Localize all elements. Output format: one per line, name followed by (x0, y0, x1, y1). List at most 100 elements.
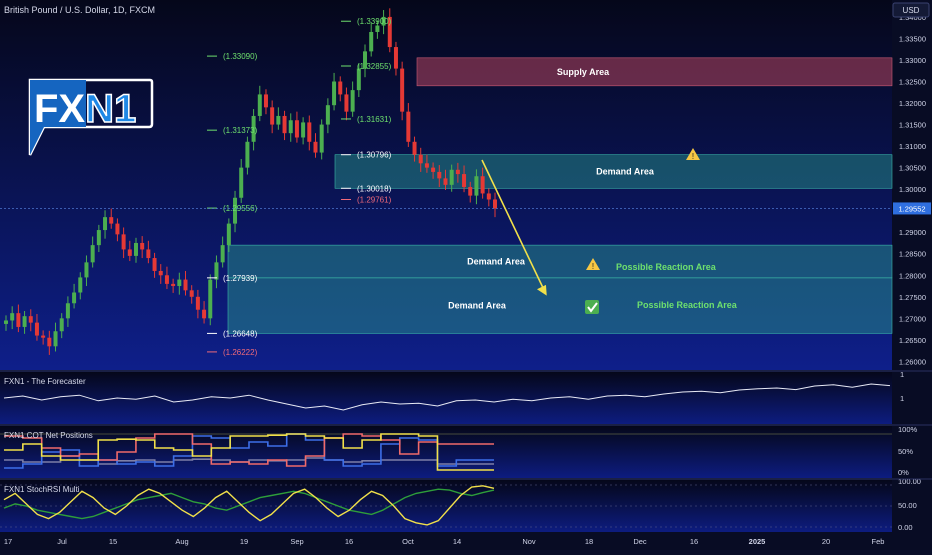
candle-body (319, 124, 324, 153)
price-level-label: (1.29761) (357, 195, 392, 204)
candle-body (338, 81, 343, 95)
candle-body (245, 141, 250, 168)
candle-body (16, 313, 21, 327)
price-tick: 1.30500 (899, 164, 926, 173)
candle-body (301, 122, 306, 138)
candle-body (486, 193, 491, 200)
candle-body (220, 245, 225, 263)
candle-body (208, 279, 213, 319)
candle-body (443, 178, 448, 185)
forecaster-pane-bg (0, 372, 892, 424)
candle-body (288, 120, 293, 134)
price-level-label: (1.31631) (357, 115, 392, 124)
candle-body (449, 169, 454, 185)
candle-body (226, 223, 231, 246)
time-tick: 18 (585, 537, 593, 546)
price-tick: 1.33000 (899, 56, 926, 65)
stoch-tick: 0.00 (898, 523, 913, 532)
price-level-label: (1.31373) (223, 126, 258, 135)
candle-body (474, 176, 479, 196)
candle-body (140, 242, 145, 250)
time-tick: Aug (175, 537, 188, 546)
zone-rect (227, 277, 893, 334)
candle-body (34, 322, 39, 336)
zone-label: Demand Area (467, 256, 526, 266)
price-tick: 1.27500 (899, 293, 926, 302)
candle-body (270, 107, 275, 125)
forecaster-name: FXN1 - The Forecaster (4, 377, 86, 386)
time-tick: 19 (240, 537, 248, 546)
price-tick: 1.26000 (899, 357, 926, 366)
forecaster-tick: 1 (900, 370, 904, 379)
candle-body (406, 111, 411, 142)
time-tick: 14 (453, 537, 461, 546)
stoch-tick: 100.00 (898, 477, 921, 486)
time-tick: 16 (345, 537, 353, 546)
price-tick: 1.32000 (899, 99, 926, 108)
zone-rect (416, 57, 893, 87)
candle-body (65, 303, 70, 319)
price-level-label: (1.26648) (223, 329, 258, 338)
candle-body (239, 167, 244, 198)
candle-body (109, 217, 114, 224)
candle-body (412, 141, 417, 155)
candle-body (202, 309, 207, 319)
forecast-arrow (481, 159, 547, 296)
last-price-badge (893, 202, 931, 215)
time-tick: 20 (822, 537, 830, 546)
candle-body (307, 122, 312, 142)
candle-body (393, 47, 398, 69)
candle-body (78, 277, 83, 293)
warning-icon: ! (586, 258, 600, 271)
currency-label: USD (903, 6, 920, 15)
time-tick: Sep (290, 537, 303, 546)
candle-body (257, 94, 262, 116)
candle-body (369, 31, 374, 52)
price-labels-layer: (1.33900) (1.33090) (1.32855) (1.31631) (1.3… (207, 17, 392, 357)
time-tick: 2025 (749, 537, 766, 546)
price-tick: 1.31000 (899, 142, 926, 151)
warning-icon: ! (686, 148, 700, 161)
currency-button[interactable] (892, 2, 930, 18)
candle-body (189, 290, 194, 297)
price-axis: 1.340001.335001.330001.325001.320001.315… (0, 13, 931, 366)
candle-body (152, 258, 157, 271)
price-tick: 1.30000 (899, 185, 926, 194)
price-tick: 1.33500 (899, 34, 926, 43)
candle-body (233, 197, 238, 224)
candle-body (276, 115, 281, 125)
candle-body (282, 115, 287, 134)
zones-layer: Supply Area Demand Area Demand Area Demand … (227, 57, 893, 334)
price-level-label: (1.33090) (223, 52, 258, 61)
reaction-label: Possible Reaction Area (616, 262, 717, 272)
candle-body (177, 279, 182, 287)
stoch-green-line (3, 488, 495, 520)
zone-rect (334, 154, 893, 189)
cot-name: FXN1 COT Net Positions (4, 431, 93, 440)
candle-body (115, 223, 120, 235)
candles-layer (4, 8, 497, 355)
zone-label: Supply Area (557, 67, 610, 77)
candle-body (356, 68, 361, 91)
zone-label: Demand Area (448, 301, 507, 311)
candle-body (400, 68, 405, 112)
candle-body (381, 16, 386, 26)
candle-body (424, 163, 429, 168)
candle-body (468, 187, 473, 196)
time-tick: Feb (872, 537, 885, 546)
price-tick: 1.32500 (899, 78, 926, 87)
candle-body (313, 141, 318, 153)
price-level-label: (1.30796) (357, 151, 392, 160)
price-level-label: (1.32855) (357, 62, 392, 71)
candle-body (127, 249, 132, 256)
price-axis-bg (892, 0, 932, 550)
candle-body (480, 176, 485, 194)
candle-body (455, 169, 460, 175)
candle-body (437, 171, 442, 179)
candle-body (47, 337, 52, 347)
fxn1-logo: FXN1 (28, 78, 154, 156)
chart-title: British Pound / U.S. Dollar, 1D, FXCM (4, 5, 155, 15)
time-axis: 17 Jul 15 Aug 19 Sep 16 Oct 14 Nov 18 Dec 16 2025 20 Fe… (4, 537, 885, 546)
candle-body (183, 279, 188, 291)
